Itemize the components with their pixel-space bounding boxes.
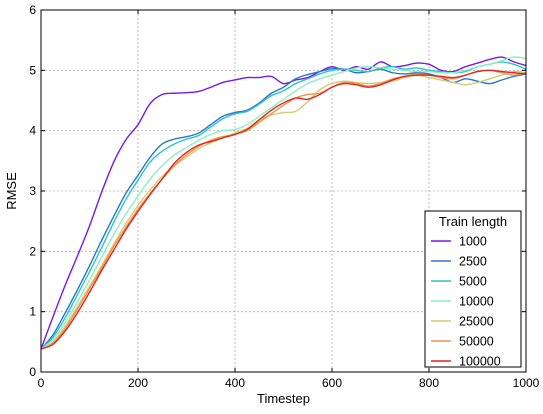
x-tick-label: 0 xyxy=(38,376,45,390)
y-tick-label: 6 xyxy=(29,3,36,17)
x-tick-label: 800 xyxy=(419,376,439,390)
y-axis-label: RMSE xyxy=(4,172,19,210)
series-line-10000 xyxy=(40,56,527,350)
legend-label-2500: 2500 xyxy=(459,255,487,269)
legend: Train length 1000 2500 5000 10000 25000 50000… xyxy=(424,210,522,369)
legend-label-1000: 1000 xyxy=(459,235,487,249)
y-tick-label: 1 xyxy=(29,305,36,319)
y-tick-label: 3 xyxy=(29,184,36,198)
y-tick-label: 5 xyxy=(29,63,36,77)
legend-title: Train length xyxy=(439,214,507,229)
series-line-25000 xyxy=(40,70,527,350)
legend-label-50000: 50000 xyxy=(459,335,494,349)
series-line-1000 xyxy=(40,56,527,350)
legend-label-25000: 25000 xyxy=(459,315,494,329)
series-line-100000 xyxy=(40,69,527,350)
x-tick-label: 400 xyxy=(225,376,245,390)
legend-items: 1000 2500 5000 10000 25000 50000 100000 xyxy=(431,235,501,369)
x-tick-label: 200 xyxy=(128,376,148,390)
x-tick-label: 600 xyxy=(322,376,342,390)
y-tick-label: 2 xyxy=(29,244,36,258)
legend-label-5000: 5000 xyxy=(459,275,487,289)
legend-label-10000: 10000 xyxy=(459,295,494,309)
series-line-2500 xyxy=(40,67,527,350)
series-line-50000 xyxy=(40,69,527,350)
x-tick-label: 1000 xyxy=(513,376,540,390)
series-line-5000 xyxy=(40,61,527,350)
y-tick-label: 4 xyxy=(29,124,36,138)
series-lines xyxy=(40,56,527,350)
y-tick-label: 0 xyxy=(29,365,36,379)
x-axis-label: Timestep xyxy=(257,391,310,406)
legend-label-100000: 100000 xyxy=(459,355,501,369)
